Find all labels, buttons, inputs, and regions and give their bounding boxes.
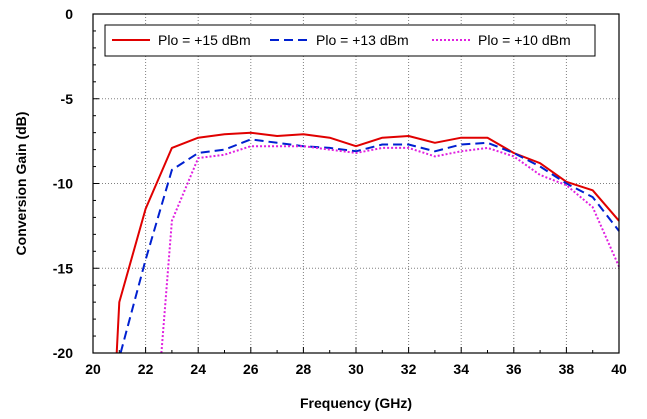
x-tick-label: 20 <box>85 361 101 377</box>
x-tick-label: 24 <box>190 361 206 377</box>
y-tick-label: -5 <box>61 91 74 107</box>
x-tick-label: 38 <box>559 361 575 377</box>
series-line-1 <box>115 131 620 354</box>
series-lines <box>115 131 620 354</box>
x-tick-label: 34 <box>453 361 469 377</box>
legend-label-2: Plo = +13 dBm <box>316 32 409 48</box>
x-tick-label: 30 <box>348 361 364 377</box>
x-tick-label: 26 <box>243 361 259 377</box>
x-axis-title: Frequency (GHz) <box>300 395 412 411</box>
series-line-2 <box>119 138 620 354</box>
y-tick-label: 0 <box>65 6 73 22</box>
tick-labels: 20 22 24 26 28 30 32 34 36 38 40 0 -5 -10 -15 -20 <box>53 6 627 377</box>
x-tick-label: 32 <box>401 361 417 377</box>
legend-label-3: Plo = +10 dBm <box>478 32 571 48</box>
x-tick-label: 36 <box>506 361 522 377</box>
legend-items: Plo = +15 dBm Plo = +13 dBm Plo = +10 dBm <box>112 32 571 48</box>
x-tick-label: 40 <box>611 361 627 377</box>
axis-ticks <box>92 13 620 354</box>
legend-label-1: Plo = +15 dBm <box>158 32 251 48</box>
grid-lines <box>93 14 619 353</box>
x-tick-label: 28 <box>296 361 312 377</box>
y-tick-label: -15 <box>53 260 73 276</box>
legend: Plo = +15 dBm Plo = +13 dBm Plo = +10 dBm <box>104 24 596 57</box>
legend-box <box>104 24 596 57</box>
y-tick-label: -10 <box>53 176 73 192</box>
y-tick-label: -20 <box>53 345 73 361</box>
y-axis-title: Conversion Gain (dB) <box>13 112 29 256</box>
x-tick-label: 22 <box>138 361 154 377</box>
